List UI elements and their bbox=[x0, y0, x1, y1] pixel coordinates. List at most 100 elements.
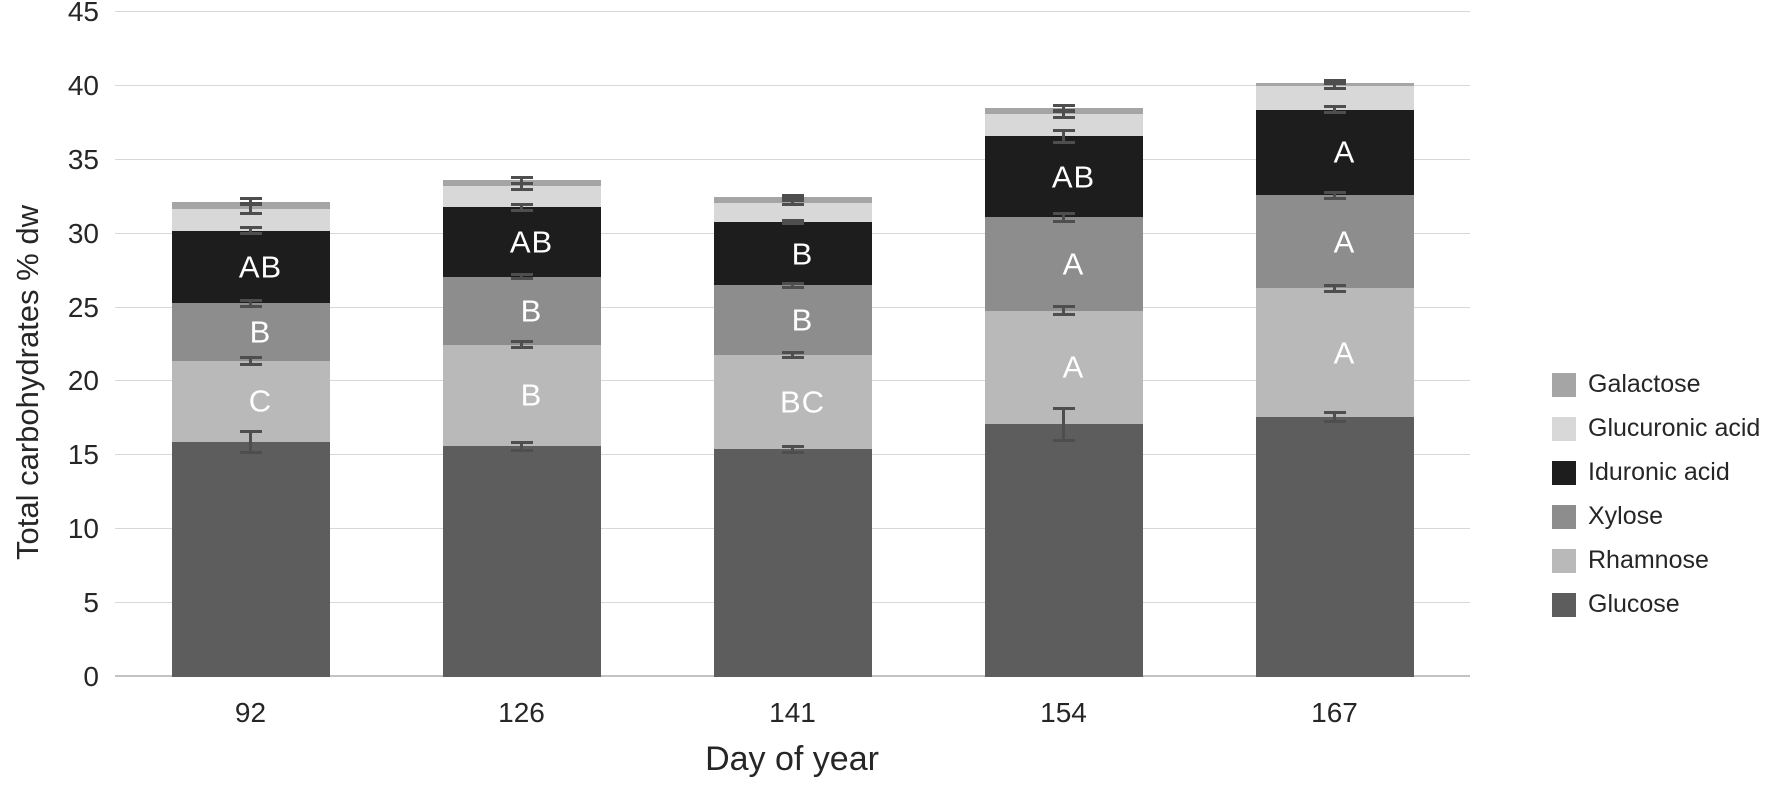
error-bar bbox=[510, 340, 533, 349]
error-bar bbox=[239, 430, 262, 454]
error-bar bbox=[510, 441, 533, 452]
y-tick-label: 20 bbox=[67, 365, 99, 397]
legend-item: Glucuronic acid bbox=[1552, 414, 1760, 443]
segment-iduronic-acid bbox=[171, 230, 330, 304]
error-bar-line bbox=[249, 200, 252, 204]
gridline bbox=[115, 11, 1470, 12]
segment-glucuronic-acid bbox=[984, 113, 1143, 137]
error-bar bbox=[239, 197, 262, 207]
error-bar bbox=[510, 176, 533, 185]
x-axis-title: Day of year bbox=[705, 740, 879, 778]
error-bar-line bbox=[1333, 108, 1336, 111]
segment-glucuronic-acid bbox=[1255, 85, 1414, 110]
error-bar-line bbox=[1062, 131, 1065, 141]
significance-letter: A bbox=[1333, 224, 1356, 260]
error-bar bbox=[510, 272, 533, 281]
error-bar bbox=[781, 351, 804, 359]
error-bar bbox=[781, 445, 804, 454]
segment-glucose bbox=[1255, 416, 1414, 677]
legend-item: Xylose bbox=[1552, 502, 1760, 531]
y-tick-label: 25 bbox=[67, 291, 99, 323]
segment-rhamnose bbox=[442, 344, 601, 447]
error-bar-line bbox=[791, 284, 794, 287]
segment-xylose bbox=[1255, 195, 1414, 289]
x-tick-label: 126 bbox=[498, 697, 545, 728]
segment-glucose bbox=[171, 442, 330, 677]
error-bar-line bbox=[520, 184, 523, 188]
significance-letter: AB bbox=[1051, 159, 1096, 195]
legend-label: Glucose bbox=[1588, 590, 1680, 618]
error-bar bbox=[239, 298, 262, 308]
segment-glucose bbox=[984, 424, 1143, 677]
error-bar-line bbox=[249, 204, 252, 213]
legend-label: Rhamnose bbox=[1588, 546, 1709, 574]
segment-iduronic-acid bbox=[442, 207, 601, 277]
y-tick-label: 35 bbox=[67, 143, 99, 175]
error-bar-line bbox=[249, 433, 252, 451]
error-bar-line bbox=[791, 201, 794, 204]
gridline bbox=[115, 84, 1470, 86]
legend-swatch-glucuronic-acid bbox=[1552, 416, 1576, 441]
segment-rhamnose bbox=[1255, 288, 1414, 417]
error-bar bbox=[510, 202, 533, 212]
error-bar bbox=[781, 281, 804, 290]
x-tick-label: 141 bbox=[769, 697, 816, 728]
y-tick-label: 5 bbox=[83, 587, 99, 619]
legend-swatch-glucose bbox=[1552, 592, 1576, 617]
error-bar-line bbox=[1062, 111, 1065, 117]
error-bar bbox=[1052, 406, 1075, 443]
error-bar-line bbox=[1333, 193, 1336, 197]
y-tick-label: 10 bbox=[67, 513, 99, 545]
significance-letter: B bbox=[249, 314, 272, 350]
segment-glucose bbox=[442, 446, 601, 677]
error-bar-line bbox=[249, 229, 252, 233]
segment-rhamnose bbox=[984, 310, 1143, 425]
error-bar bbox=[1323, 283, 1346, 293]
gridline bbox=[115, 158, 1470, 160]
plot-area: 0 5 10 15 20 25 30 35 40 45 C B AB 92 B B AB 126 BC B B 141 A A… bbox=[68, 0, 1470, 728]
legend-item: Rhamnose bbox=[1552, 546, 1760, 575]
significance-letter: BC bbox=[779, 384, 826, 420]
significance-letter: A bbox=[1062, 349, 1085, 385]
error-bar-line bbox=[520, 343, 523, 346]
legend: Galactose Glucuronic acid Iduronic acid Xyl… bbox=[1552, 370, 1760, 619]
error-bar-line bbox=[249, 358, 252, 363]
significance-letter: B bbox=[520, 293, 543, 329]
error-bar-line bbox=[520, 444, 523, 449]
significance-letter: AB bbox=[509, 224, 554, 260]
error-bar-line bbox=[520, 275, 523, 278]
legend-item: Galactose bbox=[1552, 370, 1760, 399]
error-bar-line bbox=[1062, 307, 1065, 314]
segment-iduronic-acid bbox=[984, 136, 1143, 218]
error-bar-line bbox=[1333, 414, 1336, 420]
error-bar bbox=[239, 226, 262, 236]
legend-swatch-iduronic-acid bbox=[1552, 460, 1576, 485]
error-bar bbox=[781, 218, 804, 225]
error-bar-line bbox=[520, 179, 523, 182]
legend-item: Glucose bbox=[1552, 590, 1760, 619]
legend-label: Glucuronic acid bbox=[1588, 414, 1761, 442]
segment-xylose bbox=[984, 217, 1143, 311]
significance-letter: A bbox=[1333, 335, 1356, 371]
error-bar bbox=[1052, 212, 1075, 223]
error-bar bbox=[1323, 79, 1346, 86]
significance-letter: B bbox=[520, 377, 543, 413]
error-bar bbox=[781, 198, 804, 207]
legend-swatch-rhamnose bbox=[1552, 548, 1576, 573]
error-bar-line bbox=[520, 205, 523, 209]
y-tick-label: 30 bbox=[67, 217, 99, 249]
legend-label: Galactose bbox=[1588, 370, 1701, 398]
x-tick-label: 92 bbox=[234, 697, 267, 728]
legend-label: Iduronic acid bbox=[1588, 458, 1730, 486]
legend-label: Xylose bbox=[1588, 502, 1664, 530]
legend-swatch-galactose bbox=[1552, 372, 1576, 397]
segment-rhamnose bbox=[171, 360, 330, 443]
error-bar bbox=[1323, 105, 1346, 114]
error-bar-line bbox=[1062, 215, 1065, 220]
significance-letter: B bbox=[791, 302, 814, 338]
error-bar bbox=[1052, 304, 1075, 317]
segment-iduronic-acid bbox=[1255, 109, 1414, 196]
segment-rhamnose bbox=[713, 354, 872, 450]
segment-xylose bbox=[713, 285, 872, 355]
